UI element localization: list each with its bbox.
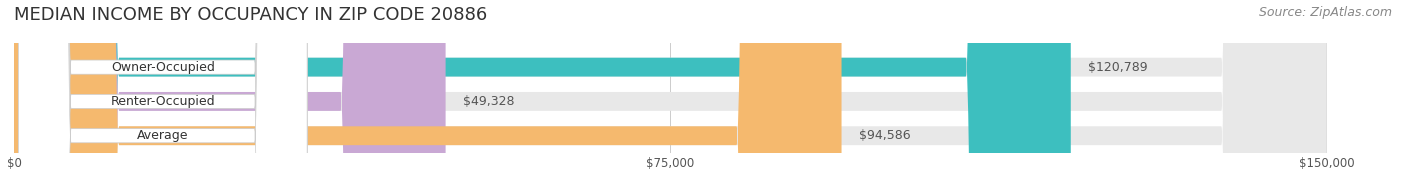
FancyBboxPatch shape — [14, 0, 1326, 196]
Text: $120,789: $120,789 — [1088, 61, 1147, 74]
Text: MEDIAN INCOME BY OCCUPANCY IN ZIP CODE 20886: MEDIAN INCOME BY OCCUPANCY IN ZIP CODE 2… — [14, 6, 488, 24]
FancyBboxPatch shape — [14, 0, 1326, 196]
Text: Renter-Occupied: Renter-Occupied — [111, 95, 215, 108]
Text: Owner-Occupied: Owner-Occupied — [111, 61, 215, 74]
FancyBboxPatch shape — [14, 0, 1326, 196]
FancyBboxPatch shape — [14, 0, 1071, 196]
FancyBboxPatch shape — [14, 0, 446, 196]
FancyBboxPatch shape — [18, 0, 307, 196]
Text: Average: Average — [136, 129, 188, 142]
FancyBboxPatch shape — [18, 0, 307, 196]
Text: Source: ZipAtlas.com: Source: ZipAtlas.com — [1258, 6, 1392, 19]
Text: $49,328: $49,328 — [463, 95, 515, 108]
Text: $94,586: $94,586 — [859, 129, 911, 142]
FancyBboxPatch shape — [14, 0, 842, 196]
FancyBboxPatch shape — [18, 0, 307, 196]
